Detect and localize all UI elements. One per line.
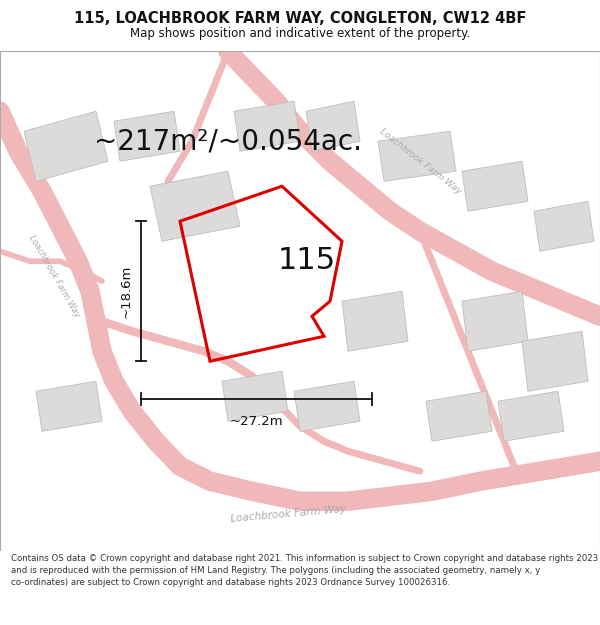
Polygon shape [234,101,300,151]
Polygon shape [24,111,108,181]
Polygon shape [462,291,528,351]
Polygon shape [342,291,408,351]
Text: Loachbrook Farm Way: Loachbrook Farm Way [27,234,81,319]
Polygon shape [462,161,528,211]
Polygon shape [426,391,492,441]
Text: ~217m²/~0.054ac.: ~217m²/~0.054ac. [94,127,362,155]
Text: Map shows position and indicative extent of the property.: Map shows position and indicative extent… [130,27,470,40]
Polygon shape [534,201,594,251]
Text: 115, LOACHBROOK FARM WAY, CONGLETON, CW12 4BF: 115, LOACHBROOK FARM WAY, CONGLETON, CW1… [74,11,526,26]
Polygon shape [36,381,102,431]
Text: ~18.6m: ~18.6m [119,264,133,318]
Polygon shape [294,381,360,431]
Polygon shape [522,331,588,391]
Text: Contains OS data © Crown copyright and database right 2021. This information is : Contains OS data © Crown copyright and d… [11,554,598,587]
Polygon shape [222,371,288,421]
Polygon shape [378,131,456,181]
Text: ~27.2m: ~27.2m [230,415,283,428]
Text: Loachbrook Farm Way: Loachbrook Farm Way [377,127,463,196]
Polygon shape [498,391,564,441]
Polygon shape [150,171,240,241]
Polygon shape [306,101,360,151]
Text: Loachbrook Farm Way: Loachbrook Farm Way [230,504,346,524]
Polygon shape [114,111,180,161]
Text: 115: 115 [278,246,336,275]
